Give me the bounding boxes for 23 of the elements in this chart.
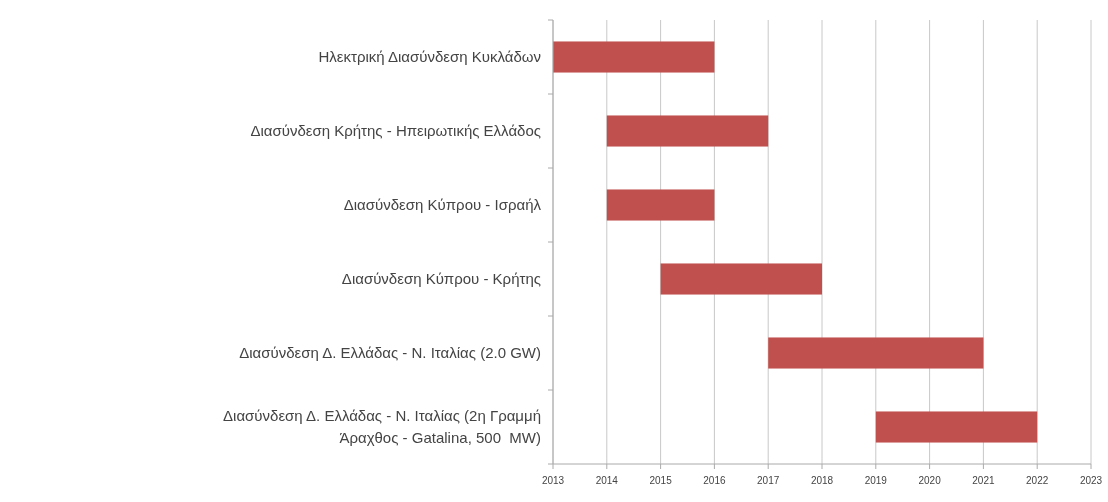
x-tick-label: 2022 [1026, 475, 1049, 486]
y-tick-label: Διασύνδεση Κύπρου - Ισραήλ [343, 196, 542, 213]
bar [606, 115, 769, 147]
x-tick-label: 2013 [541, 475, 565, 486]
bar [875, 411, 1038, 443]
x-tick-label: 2020 [918, 475, 942, 486]
x-tick-label: 2016 [703, 475, 726, 486]
bar [660, 263, 822, 295]
y-tick-label: Διασύνδεση Δ. Ελλάδας - Ν. Ιταλίας (2.0 GW) [239, 344, 541, 361]
y-tick-label: Διασύνδεση Κύπρου - Κρήτης [341, 270, 541, 287]
x-tick-label: 2019 [864, 475, 888, 486]
x-tick-label: 2018 [810, 475, 834, 486]
x-tick-label: 2014 [595, 475, 619, 486]
y-tick-label: Διασύνδεση Κρήτης - Ηπειρωτικής Ελλάδος [250, 122, 541, 139]
bar [768, 337, 984, 369]
bar [606, 189, 715, 221]
y-tick-label: Ηλεκτρική Διασύνδεση Κυκλάδων [318, 48, 541, 65]
x-tick-label: 2017 [757, 475, 780, 486]
y-tick-label: Διασύνδεση Δ. Ελλάδας - Ν. Ιταλίας (2η Γραμμή Άραχθος - Gatalina, 500 MW) [223, 407, 541, 446]
x-tick-label: 2021 [972, 475, 995, 486]
bar [553, 41, 715, 73]
x-tick-label: 2023 [1079, 475, 1103, 486]
x-tick-label: 2015 [649, 475, 673, 486]
